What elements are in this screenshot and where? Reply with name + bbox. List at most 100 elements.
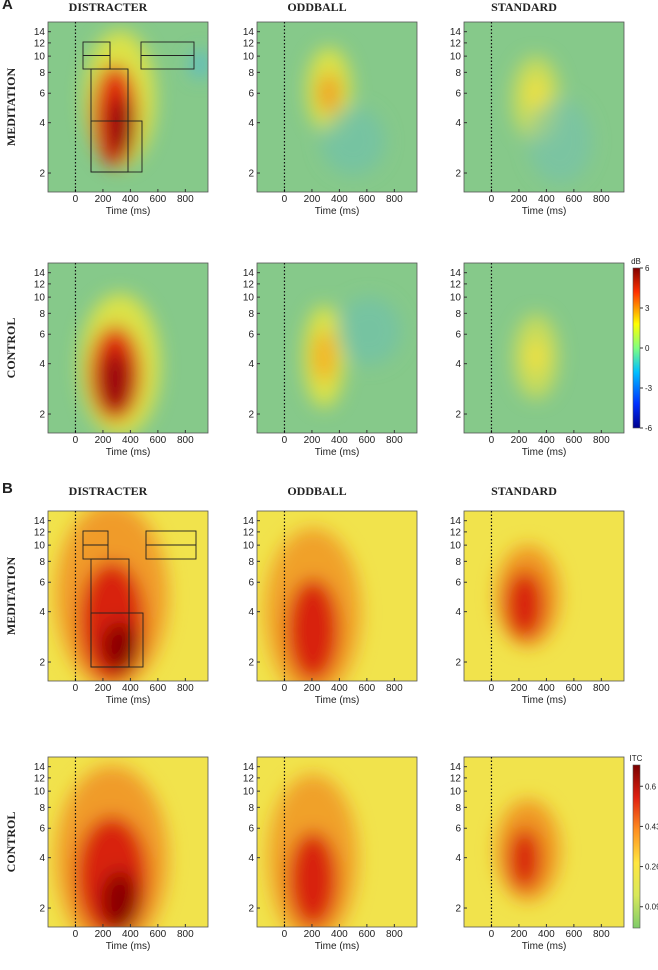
frame xyxy=(47,21,209,193)
y-tick-label: 8 xyxy=(455,309,461,320)
heatmap-blob xyxy=(105,96,135,158)
colorbar-unit: dB xyxy=(631,257,641,266)
frame xyxy=(463,21,625,193)
y-tick-label: 10 xyxy=(34,52,46,63)
heatmap-blob xyxy=(287,579,339,681)
y-tick-label: 2 xyxy=(248,658,254,669)
x-tick-label: 800 xyxy=(386,929,403,940)
x-tick-label: 600 xyxy=(566,683,583,694)
heatmap-blobs xyxy=(306,47,385,175)
column-title: DISTRACTER xyxy=(69,0,148,14)
y-tick-label: 12 xyxy=(450,773,462,784)
heatmap-blob xyxy=(337,297,401,365)
y-tick-label: 4 xyxy=(39,853,45,864)
x-tick-label: 800 xyxy=(386,194,403,205)
y-tick-label: 4 xyxy=(455,853,461,864)
y-tick-label: 4 xyxy=(248,607,254,618)
heatmap-blob xyxy=(313,331,336,382)
heatmap-blob xyxy=(526,339,546,374)
heatmap-blobs xyxy=(265,528,361,681)
colorbar-tick-label: -3 xyxy=(645,384,653,393)
heatmap xyxy=(48,22,208,192)
y-tick-label: 8 xyxy=(248,309,254,320)
x-tick-label: 0 xyxy=(73,435,79,446)
frame xyxy=(463,262,625,434)
y-tick-label: 4 xyxy=(248,118,254,129)
x-tick-label: 0 xyxy=(282,194,288,205)
x-tick-label: 200 xyxy=(304,683,321,694)
y-tick-label: 2 xyxy=(39,410,45,421)
x-tick-label: 200 xyxy=(304,194,321,205)
y-tick-label: 10 xyxy=(450,293,462,304)
x-tick-label: 600 xyxy=(150,194,167,205)
heatmap-blob xyxy=(528,98,592,184)
column-title: ODDBALL xyxy=(287,0,346,14)
frame xyxy=(47,756,209,928)
y-tick-label: 6 xyxy=(39,330,45,341)
y-tick-label: 8 xyxy=(39,557,45,568)
x-tick-label: 200 xyxy=(511,435,528,446)
heatmap xyxy=(257,757,417,927)
y-tick-label: 12 xyxy=(34,279,46,290)
heatmap-blob xyxy=(505,570,544,639)
x-tick-label: 800 xyxy=(593,194,610,205)
y-tick-label: 6 xyxy=(248,578,254,589)
y-tick-label: 2 xyxy=(39,904,45,915)
y-tick-label: 6 xyxy=(455,824,461,835)
heatmap-blobs xyxy=(303,297,401,408)
y-tick-label: 10 xyxy=(450,787,462,798)
x-tick-label: 600 xyxy=(566,929,583,940)
colorbar-tick-label: -6 xyxy=(645,424,653,433)
x-tick-label: 400 xyxy=(538,435,555,446)
x-tick-label: 200 xyxy=(304,929,321,940)
x-tick-label: 0 xyxy=(489,435,495,446)
x-tick-label: 800 xyxy=(593,683,610,694)
y-tick-label: 6 xyxy=(39,89,45,100)
frame xyxy=(47,510,209,682)
x-tick-label: 400 xyxy=(538,194,555,205)
x-tick-label: 600 xyxy=(566,435,583,446)
section-label: B xyxy=(2,480,13,497)
y-tick-label: 10 xyxy=(243,293,255,304)
y-tick-label: 4 xyxy=(39,118,45,129)
y-tick-label: 10 xyxy=(243,787,255,798)
x-tick-label: 800 xyxy=(593,435,610,446)
frame xyxy=(256,510,418,682)
colorbar-tick-label: 0.6 xyxy=(645,782,657,791)
x-tick-label: 0 xyxy=(489,683,495,694)
heatmap-blob xyxy=(526,76,546,111)
y-tick-label: 2 xyxy=(39,169,45,180)
heatmap-blobs xyxy=(80,293,160,433)
x-tick-label: 400 xyxy=(331,929,348,940)
colorbar-tick-label: 0 xyxy=(645,344,650,353)
x-axis-label: Time (ms) xyxy=(522,206,567,217)
heatmap xyxy=(257,511,417,681)
x-tick-label: 800 xyxy=(177,929,194,940)
x-tick-label: 600 xyxy=(150,435,167,446)
y-tick-label: 4 xyxy=(248,853,254,864)
x-tick-label: 800 xyxy=(177,194,194,205)
row-label: CONTROL xyxy=(4,812,18,873)
x-axis-label: Time (ms) xyxy=(106,941,151,952)
heatmap-blobs xyxy=(268,774,358,927)
y-tick-label: 2 xyxy=(39,658,45,669)
y-tick-label: 4 xyxy=(455,118,461,129)
y-tick-label: 10 xyxy=(450,52,462,63)
y-tick-label: 2 xyxy=(455,658,461,669)
y-tick-label: 12 xyxy=(34,38,46,49)
y-tick-label: 2 xyxy=(455,410,461,421)
y-tick-label: 6 xyxy=(39,578,45,589)
heatmap-blob xyxy=(321,107,385,175)
y-tick-label: 6 xyxy=(455,578,461,589)
y-tick-label: 12 xyxy=(450,38,462,49)
x-axis-label: Time (ms) xyxy=(315,941,360,952)
column-title: STANDARD xyxy=(491,0,557,14)
x-tick-label: 600 xyxy=(566,194,583,205)
y-tick-label: 8 xyxy=(455,803,461,814)
heatmap xyxy=(464,757,624,927)
y-tick-label: 10 xyxy=(450,541,462,552)
y-tick-label: 8 xyxy=(248,68,254,79)
x-tick-label: 200 xyxy=(304,435,321,446)
frame xyxy=(256,756,418,928)
y-tick-label: 8 xyxy=(455,68,461,79)
